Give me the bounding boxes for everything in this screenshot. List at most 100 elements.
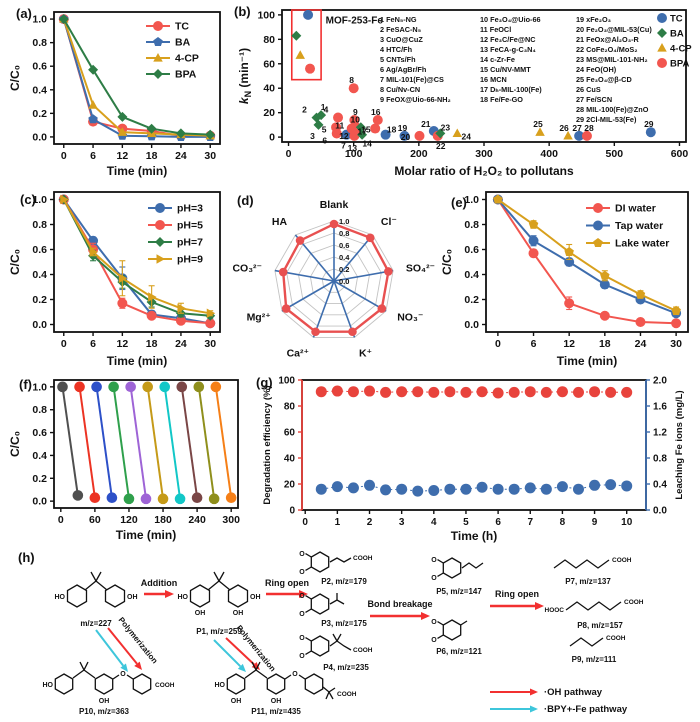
svg-text:O: O [292,671,298,678]
svg-text:100: 100 [278,376,295,387]
svg-text:27: 27 [572,123,582,133]
svg-text:MOF-253-Fe: MOF-253-Fe [326,15,384,26]
svg-text:P6, m/z=121: P6, m/z=121 [436,647,482,656]
svg-text:0.4: 0.4 [653,480,667,491]
svg-text:0: 0 [61,150,67,162]
axes: 0 6 12 18 24 30 0.0 0.2 0.4 0.6 0.8 1.0 Time (min) C/… [8,11,221,178]
molecule-p7: COOH P7, m/z=137 [553,557,632,586]
svg-text:13 FeCA-g-C₃N₄: 13 FeCA-g-C₃N₄ [480,45,536,54]
svg-text:O: O [431,637,437,644]
panel-e-water-matrix-chart: 0 6 12 18 24 30 0.0 0.2 0.4 0.6 0.8 1.0 Time (min) C/… [440,191,689,368]
svg-text:BA: BA [670,29,684,40]
svg-text:0.4: 0.4 [339,253,350,262]
svg-text:100: 100 [257,9,275,21]
svg-text:3: 3 [310,131,315,141]
svg-text:·OH pathway: ·OH pathway [544,687,603,698]
svg-text:300: 300 [475,148,493,160]
svg-text:24: 24 [175,150,187,162]
svg-text:0.0: 0.0 [464,319,479,331]
svg-text:COOH: COOH [624,599,644,606]
svg-text:2: 2 [367,517,373,528]
svg-text:3: 3 [399,517,405,528]
svg-text:17: 17 [357,127,367,137]
svg-text:0: 0 [302,517,308,528]
svg-text:21 FeOx@Al₂O₃-R: 21 FeOx@Al₂O₃-R [576,35,640,44]
svg-text:6: 6 [531,338,537,350]
svg-text:OH: OH [195,610,206,617]
legend: TC BA 4-CP BPA [657,13,692,70]
svg-text:80: 80 [263,34,275,46]
svg-text:18 Fe/Fe-GO: 18 Fe/Fe-GO [480,95,523,104]
svg-text:0.6: 0.6 [32,61,47,73]
svg-text:6: 6 [495,517,501,528]
pathway-legend: ·OH pathway ·BPY+-Fe pathway [490,687,628,715]
svg-text:BA: BA [175,37,191,49]
svg-text:Time (min): Time (min) [557,354,617,368]
molecule-bpa: HO OH m/z=227 [55,571,138,628]
svg-text:4: 4 [324,105,329,115]
axes: 0 6 12 18 24 30 0.0 0.2 0.4 0.6 0.8 1.0 Time (min) C/… [8,191,221,368]
svg-text:12: 12 [117,338,129,350]
svg-text:20: 20 [284,480,296,491]
svg-text:8: 8 [560,517,566,528]
svg-text:400: 400 [540,148,558,160]
svg-text:12 Fe₃C/Fe@NC: 12 Fe₃C/Fe@NC [480,35,536,44]
svg-text:NO₃⁻: NO₃⁻ [397,312,423,324]
svg-text:26: 26 [559,123,569,133]
svg-text:20: 20 [263,107,275,119]
svg-text:C/C₀: C/C₀ [440,249,454,275]
svg-text:P5, m/z=147: P5, m/z=147 [436,587,482,596]
svg-text:Cl⁻: Cl⁻ [381,216,397,228]
svg-text:60: 60 [284,428,296,439]
svg-text:TC: TC [670,14,683,25]
svg-text:14 c-Zr-Fe: 14 c-Zr-Fe [480,55,515,64]
svg-text:P2, m/z=179: P2, m/z=179 [321,577,367,586]
svg-text:0.2: 0.2 [339,265,349,274]
series-Lake water [493,194,681,316]
svg-text:120: 120 [120,514,138,526]
svg-text:P3, m/z=175: P3, m/z=175 [321,619,367,628]
svg-text:40: 40 [263,83,275,95]
svg-text:13: 13 [348,143,358,153]
svg-text:0.4: 0.4 [464,269,479,281]
panel-c-ph-effect-chart: 0 6 12 18 24 30 0.0 0.2 0.4 0.6 0.8 1.0 Time (min) C/… [8,191,221,368]
axes: 0 100 200 300 400 500 600 0 20 40 60 80 100 Molar rat… [257,9,688,178]
molecule-p2: O O COOH P2, m/z=179 [299,551,373,586]
svg-text:0.4: 0.4 [32,84,47,96]
svg-text:28: 28 [584,123,594,133]
molecule-p3: O O P3, m/z=175 [299,593,367,628]
svg-text:11 FeOCl: 11 FeOCl [480,25,511,34]
svg-text:O: O [299,593,305,600]
svg-text:0: 0 [289,506,295,517]
panel-a-pollutant-degradation-chart: 0 6 12 18 24 30 0.0 0.2 0.4 0.6 0.8 1.0 Time (min) C/… [8,11,221,178]
svg-text:22 CoFe₂O₄/MoS₂: 22 CoFe₂O₄/MoS₂ [576,45,637,54]
radar-tick-labels: 0.0 0.2 0.4 0.6 0.8 1.0 [339,217,350,286]
svg-text:40: 40 [284,454,296,465]
svg-text:25: 25 [533,119,543,129]
y-axis-label: kN (min⁻¹) [237,48,253,104]
svg-text:16 MCN: 16 MCN [480,75,507,84]
panel-label-b: (b) [234,4,251,19]
svg-text:Time (min): Time (min) [107,164,167,178]
svg-text:3 CuO@CuZ: 3 CuO@CuZ [380,35,423,44]
svg-text:1.6: 1.6 [653,402,667,413]
svg-text:0.6: 0.6 [32,244,47,256]
svg-text:1.0: 1.0 [32,381,47,393]
svg-text:COOH: COOH [606,635,626,642]
svg-text:Bond breakage: Bond breakage [367,599,432,609]
radar-grid [274,220,394,338]
legend: DI water Tap water Lake water [586,203,669,250]
axes: 0 1 2 3 4 5 6 7 8 9 100204060801000.00.40.81.21.62… [262,376,685,544]
svg-text:7: 7 [341,141,346,151]
svg-text:P7, m/z=137: P7, m/z=137 [565,577,611,586]
svg-text:Mg²⁺: Mg²⁺ [247,312,271,324]
molecule-p6: O O P6, m/z=121 [431,619,482,656]
svg-text:0.2: 0.2 [32,294,47,306]
svg-text:OH: OH [250,594,261,601]
molecule-p1: HO OH OH OH P1, m/z=259 [178,571,261,636]
svg-text:COOH: COOH [353,555,373,562]
svg-text:30: 30 [204,338,216,350]
molecule-p9: COOH P9, m/z=111 [569,635,626,664]
svg-text:DI water: DI water [615,203,656,215]
